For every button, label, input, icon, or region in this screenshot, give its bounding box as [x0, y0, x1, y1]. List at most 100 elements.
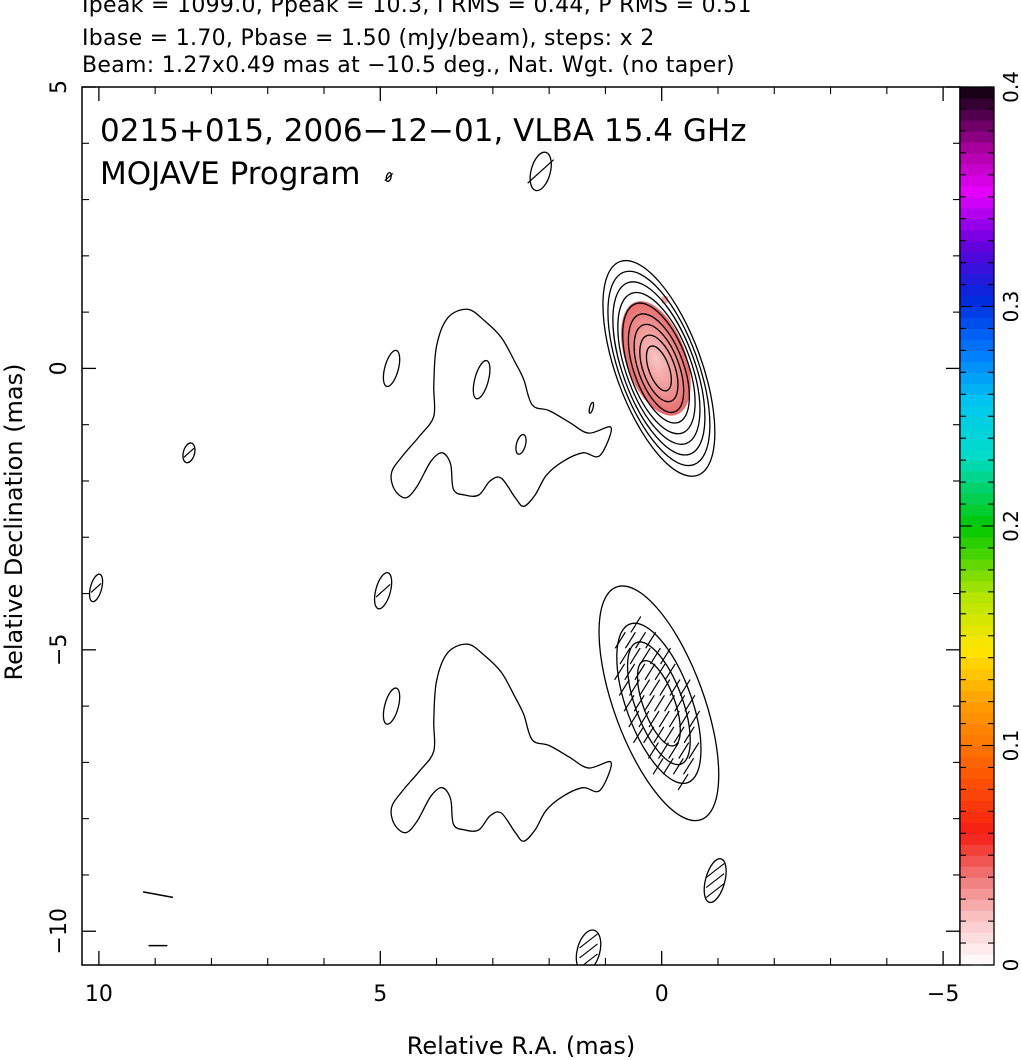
colorbar-band [960, 185, 994, 198]
evpa-vector [678, 742, 690, 759]
evpa-vector [649, 679, 661, 696]
colorbar-band [960, 328, 994, 341]
evpa-vector [684, 694, 696, 712]
evpa-vector [644, 663, 656, 681]
colorbar-band [960, 932, 994, 944]
colorbar-band [960, 855, 994, 867]
colorbar-band [960, 471, 994, 483]
evpa-vector [683, 726, 695, 744]
evpa-vector [674, 694, 686, 712]
colorbar-band [960, 822, 994, 834]
core-contour [622, 302, 696, 435]
pol-island-contour [382, 687, 401, 725]
y-tick-label: −10 [47, 908, 72, 954]
colorbar-band [960, 493, 994, 505]
colorbar-band [960, 119, 994, 132]
plot-area [88, 151, 727, 965]
evpa-vector [618, 679, 630, 696]
evpa-vector [660, 647, 672, 665]
evpa-vector [635, 631, 647, 649]
colorbar-band [960, 734, 994, 747]
evpa-vector [658, 710, 670, 728]
evpa-vector [677, 773, 689, 791]
colorbar-band [960, 130, 994, 143]
colorbar-band [960, 218, 994, 231]
plot-frame [81, 86, 961, 966]
evpa-vector [648, 710, 660, 728]
evpa-vector [678, 710, 690, 728]
colorbar-band [960, 273, 994, 286]
colorbar-band [960, 877, 994, 889]
colorbar-band [960, 690, 994, 703]
colorbar-band [960, 350, 994, 362]
colorbar-band [960, 394, 994, 406]
colorbar-band [960, 866, 994, 878]
x-axis-label: Relative R.A. (mas) [407, 1032, 635, 1060]
colorbar-band [960, 515, 994, 527]
evpa-vector [630, 616, 642, 633]
evpa-vector [633, 694, 645, 712]
colorbar-band [960, 152, 994, 165]
colorbar-band [960, 427, 994, 439]
core-contour [627, 313, 691, 424]
core-contour [617, 291, 701, 445]
evpa-vector [639, 679, 651, 696]
header-line-1: Ipeak = 1099.0, Ppeak = 10.3, I RMS = 0.… [82, 0, 752, 18]
beam-minor-axis [142, 891, 174, 899]
colorbar-band [960, 449, 994, 461]
evector-tick [384, 173, 394, 182]
colorbar-band [960, 712, 994, 725]
colorbar-band [960, 558, 994, 571]
pol-contour [598, 585, 720, 822]
colorbar-band [960, 317, 994, 330]
evpa-vector [657, 742, 670, 759]
colorbar-band [960, 240, 994, 253]
pol-contour [616, 622, 702, 785]
colorbar-band [960, 657, 994, 670]
colorbar-band [960, 405, 994, 417]
colorbar-band [960, 833, 994, 845]
colorbar-band [960, 635, 994, 648]
x-tick-label: −5 [927, 982, 959, 1007]
evpa-vector [705, 873, 725, 889]
colorbar-band [960, 844, 994, 856]
colorbar-band [960, 536, 994, 549]
colorbar-band [960, 646, 994, 659]
evpa-vector [664, 694, 676, 712]
evpa-vector [643, 694, 655, 712]
colorbar-band [960, 547, 994, 560]
colorbar-band [960, 569, 994, 582]
colorbar-band [960, 141, 994, 154]
island-contour [515, 433, 527, 455]
island-contour [182, 442, 196, 464]
evpa-vector [628, 710, 640, 728]
evpa-vector [679, 679, 691, 696]
evpa-vector [668, 710, 680, 728]
core-contour [639, 334, 679, 403]
evpa-vector [672, 758, 684, 775]
colorbar-band [960, 943, 994, 955]
colorbar-band [960, 262, 994, 275]
evpa-vector [614, 631, 626, 649]
colorbar-band [960, 789, 994, 801]
colorbar-band [960, 767, 994, 780]
colorbar-band [960, 108, 994, 121]
y-axis-label: Relative Declination (mas) [0, 363, 28, 680]
colorbar-tick-label: 0.4 [999, 71, 1021, 103]
evpa-vector [628, 679, 640, 696]
core-contour [645, 345, 673, 392]
island-contour [373, 572, 393, 610]
pol-contour [626, 641, 691, 766]
pol-island-contour [703, 858, 727, 904]
evpa-vector [624, 631, 636, 649]
colorbar-band [960, 954, 994, 966]
colorbar-band [960, 97, 994, 110]
colorbar-band [960, 745, 994, 758]
evpa-vector [668, 742, 680, 759]
island-contour [529, 151, 552, 192]
evpa-vector [653, 694, 665, 712]
x-tick-label: 0 [655, 982, 669, 1007]
evpa-vector [639, 647, 651, 665]
colorbar-band [960, 921, 994, 933]
island-contour [588, 401, 595, 414]
